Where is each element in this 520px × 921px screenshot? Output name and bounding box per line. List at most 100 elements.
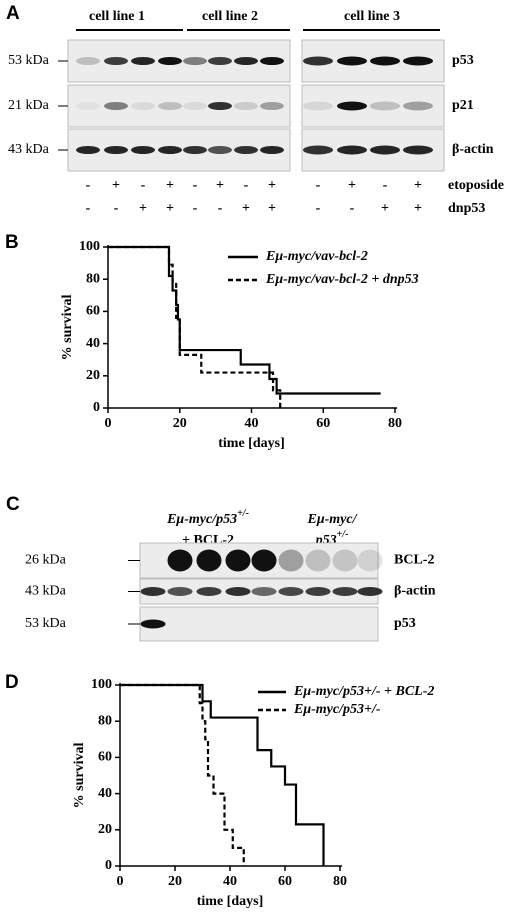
y-tick-label: 0 (105, 858, 112, 873)
treatment-mark: - (193, 178, 198, 193)
treatment-mark: - (218, 201, 223, 216)
y-tick-label: 20 (86, 368, 100, 383)
treatment-mark: - (244, 178, 249, 193)
treatment-mark: + (166, 178, 174, 193)
blot-membrane (139, 606, 379, 642)
protein-label: p53 (452, 53, 474, 68)
blot-band (208, 57, 232, 65)
blot-band (104, 57, 128, 65)
blot-membrane (301, 84, 445, 128)
blot-band (337, 56, 367, 66)
treatment-mark: - (383, 178, 388, 193)
blot-band (208, 102, 232, 110)
blot-band (305, 549, 331, 572)
blot-band (305, 587, 331, 596)
treatment-mark: + (348, 178, 356, 193)
x-tick-label: 0 (117, 874, 124, 889)
blot-band (303, 101, 333, 111)
marker-label: 53 kDa (8, 53, 50, 68)
blot-band (196, 549, 222, 572)
treatment-label: etoposide (448, 178, 504, 193)
treatment-mark: + (242, 201, 250, 216)
blot-band (370, 56, 400, 66)
protein-label: β-actin (394, 584, 436, 599)
y-axis-label: % survival (60, 295, 75, 361)
y-tick-label: 60 (98, 750, 112, 765)
x-axis-label: time [days] (218, 436, 285, 451)
x-tick-label: 0 (105, 416, 112, 431)
protein-label: β-actin (452, 142, 494, 157)
treatment-mark: + (216, 178, 224, 193)
group-sup: +/- (237, 508, 249, 519)
y-tick-label: 40 (86, 336, 100, 351)
blot-band (167, 549, 193, 572)
treatment-mark: + (166, 201, 174, 216)
survival-curve (108, 245, 381, 395)
treatment-mark: + (268, 178, 276, 193)
treatment-mark: - (350, 201, 355, 216)
blot-band (370, 101, 400, 111)
x-tick-label: 80 (333, 874, 347, 889)
marker-label: 53 kDa (25, 616, 67, 631)
panel-label: C (6, 494, 20, 515)
y-tick-label: 100 (79, 239, 100, 254)
blot-band (140, 619, 166, 629)
treatment-mark: + (139, 201, 147, 216)
blot-band (104, 102, 128, 110)
treatment-mark: - (316, 178, 321, 193)
blot-band (251, 549, 277, 572)
blot-band (251, 587, 277, 596)
blot-band (131, 57, 155, 65)
blot-band (234, 146, 258, 154)
protein-label: p53 (394, 616, 416, 631)
treatment-mark: - (114, 201, 119, 216)
blot-band (183, 57, 207, 65)
y-tick-label: 100 (91, 677, 112, 692)
x-tick-label: 20 (173, 416, 187, 431)
treatment-mark: - (141, 178, 146, 193)
y-tick-label: 0 (93, 400, 100, 415)
treatment-mark: + (112, 178, 120, 193)
blot-band (357, 549, 383, 572)
blot-band (225, 549, 251, 572)
blot-band (278, 549, 304, 572)
marker-label: 21 kDa (8, 98, 50, 113)
blot-band (104, 146, 128, 154)
group-sup: +/- (337, 529, 349, 540)
blot-band (260, 57, 284, 65)
blot-band (225, 587, 251, 596)
treatment-mark: - (316, 201, 321, 216)
blot-band (337, 101, 367, 111)
x-tick-label: 80 (388, 416, 402, 431)
blot-band (234, 102, 258, 110)
legend-label: Eμ-myc/p53+/- (293, 702, 381, 717)
x-tick-label: 20 (168, 874, 182, 889)
treatment-mark: + (414, 201, 422, 216)
blot-band (234, 57, 258, 65)
blot-band (370, 145, 400, 155)
survival-curve (120, 683, 325, 866)
group-label: Eμ-myc/p53+/- (166, 508, 249, 527)
legend-label: Eμ-myc/p53+/- + BCL-2 (293, 684, 434, 699)
blot-band (183, 146, 207, 154)
group-text: Eμ-myc/p53 (166, 512, 237, 527)
group-label: cell line 1 (89, 9, 145, 24)
blot-band (337, 145, 367, 155)
treatment-mark: + (381, 201, 389, 216)
blot-band (131, 102, 155, 110)
treatment-label: dnp53 (448, 201, 485, 216)
panel-label: B (5, 232, 19, 253)
panel-label: A (6, 3, 20, 24)
blot-band (158, 57, 182, 65)
y-tick-label: 40 (98, 786, 112, 801)
blot-band (131, 146, 155, 154)
y-tick-label: 60 (86, 304, 100, 319)
marker-label: 43 kDa (25, 584, 67, 599)
protein-label: BCL-2 (394, 553, 434, 568)
blot-band (260, 102, 284, 110)
x-tick-label: 60 (278, 874, 292, 889)
blot-band (158, 146, 182, 154)
blot-band (357, 587, 383, 596)
panel-label: D (5, 672, 19, 693)
